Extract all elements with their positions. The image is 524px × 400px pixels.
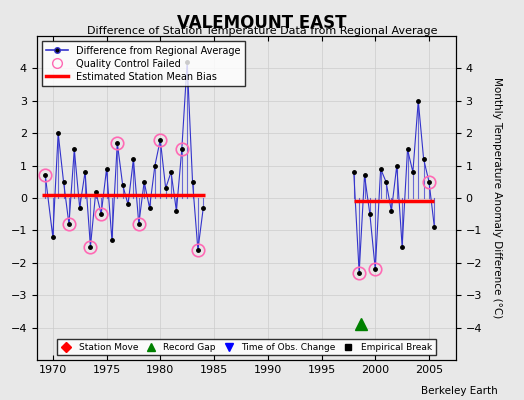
Text: Berkeley Earth: Berkeley Earth <box>421 386 498 396</box>
Y-axis label: Monthly Temperature Anomaly Difference (°C): Monthly Temperature Anomaly Difference (… <box>492 77 501 319</box>
Text: VALEMOUNT EAST: VALEMOUNT EAST <box>177 14 347 32</box>
Legend: Station Move, Record Gap, Time of Obs. Change, Empirical Break: Station Move, Record Gap, Time of Obs. C… <box>57 339 435 356</box>
Text: Difference of Station Temperature Data from Regional Average: Difference of Station Temperature Data f… <box>87 26 437 36</box>
